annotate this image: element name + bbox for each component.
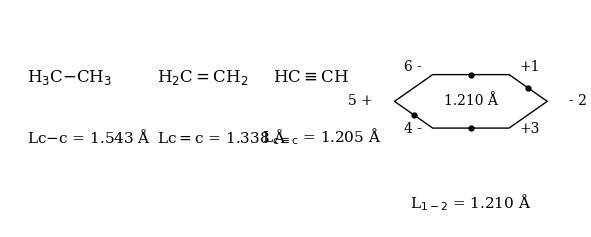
Text: +3: +3: [520, 122, 540, 136]
Text: H$_2$C$=$CH$_2$: H$_2$C$=$CH$_2$: [157, 68, 248, 87]
Text: - 2: - 2: [569, 94, 587, 108]
Text: 6 -: 6 -: [404, 60, 422, 74]
Text: L$_{\rm c\equiv c}$ = 1.205 Å: L$_{\rm c\equiv c}$ = 1.205 Å: [262, 127, 381, 147]
Text: 5 +: 5 +: [348, 94, 373, 108]
Text: L$_{1-2}$ = 1.210 Å: L$_{1-2}$ = 1.210 Å: [410, 193, 531, 214]
Text: HC$\equiv$CH: HC$\equiv$CH: [273, 69, 349, 86]
Text: +1: +1: [520, 60, 540, 74]
Text: 1.210 Å: 1.210 Å: [444, 94, 498, 108]
Text: H$_3$C$-$CH$_3$: H$_3$C$-$CH$_3$: [27, 68, 112, 87]
Text: Lc$-$c = 1.543 Å: Lc$-$c = 1.543 Å: [27, 128, 151, 146]
Text: 4 -: 4 -: [404, 122, 422, 136]
Text: Lc$=$c = 1.338 Å: Lc$=$c = 1.338 Å: [157, 128, 287, 146]
